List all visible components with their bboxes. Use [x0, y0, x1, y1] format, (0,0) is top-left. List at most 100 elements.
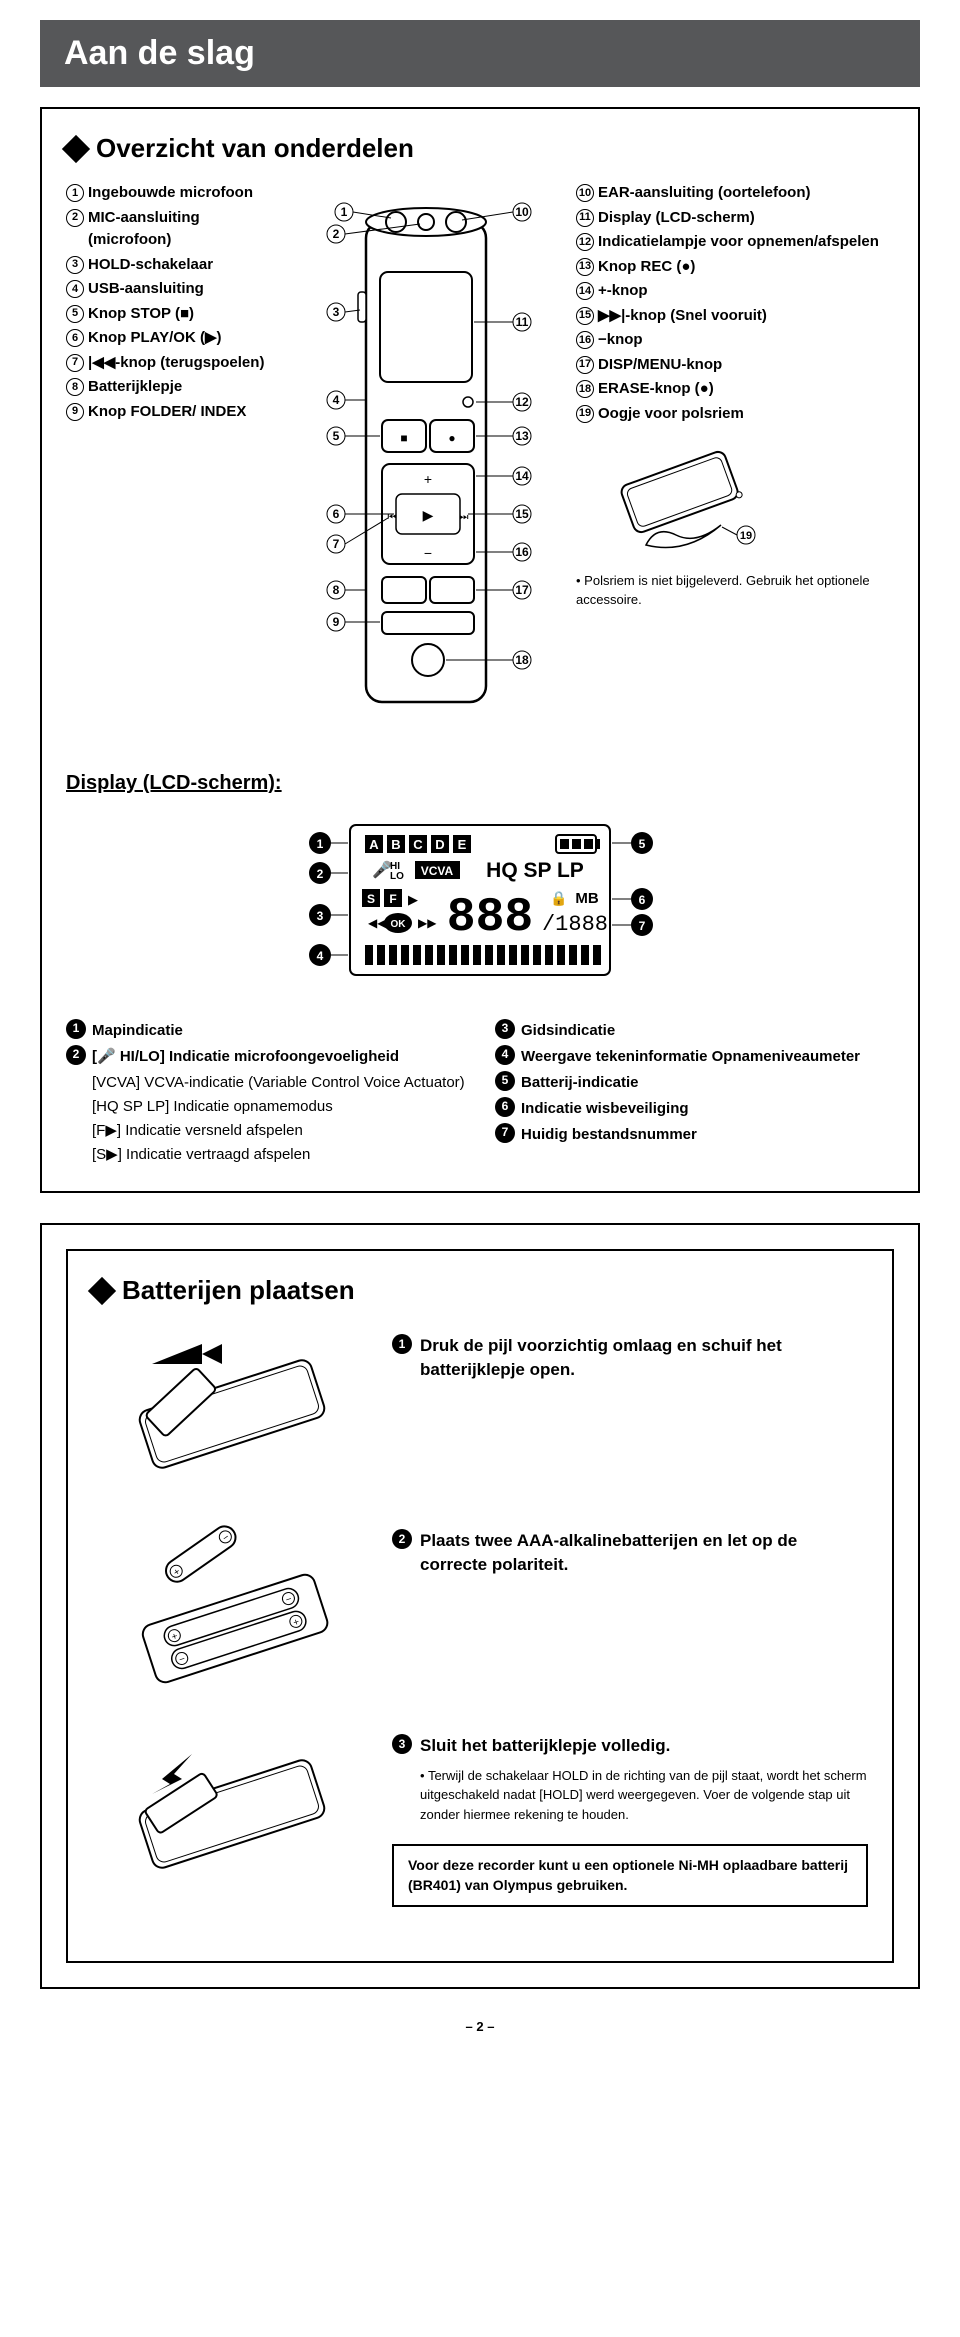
svg-text:7: 7 — [639, 919, 646, 933]
svg-text:MB: MB — [575, 890, 598, 907]
cnum: 17 — [576, 356, 594, 374]
svg-text:HQ SP LP: HQ SP LP — [486, 859, 584, 882]
cnum-black: 3 — [495, 1019, 515, 1039]
part-label: Knop PLAY/OK (▶) — [88, 327, 221, 350]
svg-text:1: 1 — [341, 205, 348, 219]
svg-text:▶▶: ▶▶ — [418, 916, 437, 930]
svg-text:🔒: 🔒 — [550, 890, 567, 907]
battery-title-text: Batterijen plaatsen — [122, 1275, 355, 1306]
svg-text:9: 9 — [333, 615, 340, 629]
svg-text:5: 5 — [639, 837, 646, 851]
battery-step-3: 3 Sluit het batterijklepje volledig. Ter… — [92, 1724, 868, 1907]
part-label: EAR-aansluiting (oortelefoon) — [598, 182, 811, 205]
part-label: Batterijklepje — [88, 376, 182, 399]
cnum: 10 — [576, 184, 594, 202]
battery-title: Batterijen plaatsen — [92, 1275, 868, 1306]
svg-text:OK: OK — [391, 919, 407, 930]
strap-note: Polsriem is niet bijgeleverd. Gebruik he… — [576, 571, 894, 610]
svg-text:/1888: /1888 — [542, 912, 608, 937]
part-label: Ingebouwde microfoon — [88, 182, 253, 205]
cnum: 12 — [576, 233, 594, 251]
cnum: 2 — [66, 209, 84, 227]
part-label: Display (LCD-scherm) — [598, 207, 755, 230]
cnum-black: 1 — [66, 1019, 86, 1039]
svg-text:B: B — [391, 837, 400, 852]
svg-text:11: 11 — [516, 315, 529, 329]
legend-sub: [F▶] Indicatie versneld afspelen — [92, 1119, 465, 1143]
cnum-black: 2 — [392, 1529, 412, 1549]
svg-text:4: 4 — [317, 949, 324, 963]
svg-text:C: C — [413, 837, 423, 852]
page-header: Aan de slag — [40, 20, 920, 87]
svg-text:10: 10 — [515, 205, 529, 219]
cnum: 4 — [66, 280, 84, 298]
page-root: Aan de slag Overzicht van onderdelen 1In… — [0, 0, 960, 2054]
svg-text:16: 16 — [515, 545, 529, 559]
part-label: Knop STOP (■) — [88, 303, 194, 326]
svg-text:D: D — [435, 837, 444, 852]
svg-text:17: 17 — [515, 583, 529, 597]
svg-text:6: 6 — [639, 893, 646, 907]
part-label: |◀◀-knop (terugspoelen) — [88, 352, 264, 375]
part-label: DISP/MENU-knop — [598, 354, 722, 377]
parts-grid: 1Ingebouwde microfoon 2MIC-aansluiting (… — [66, 182, 894, 742]
battery-inner-box: Batterijen plaatsen 1 — [66, 1249, 894, 1963]
part-label: MIC-aansluiting (microfoon) — [88, 207, 276, 252]
svg-text:4: 4 — [333, 393, 340, 407]
svg-text:S: S — [367, 892, 375, 906]
svg-text:12: 12 — [515, 395, 529, 409]
svg-text:14: 14 — [515, 469, 529, 483]
svg-text:▶: ▶ — [423, 507, 434, 523]
svg-text:🎤: 🎤 — [372, 860, 392, 879]
lcd-legend: 1Mapindicatie 2[🎤 HI/LO] Indicatie micro… — [66, 1019, 894, 1167]
part-label: Indicatielampje voor opnemen/afspelen — [598, 231, 879, 254]
cnum: 9 — [66, 403, 84, 421]
svg-text:15: 15 — [515, 507, 529, 521]
svg-text:8: 8 — [333, 583, 340, 597]
svg-text:VCVA: VCVA — [421, 864, 454, 878]
cnum-black: 5 — [495, 1071, 515, 1091]
overview-title-text: Overzicht van onderdelen — [96, 133, 414, 164]
part-label: Knop REC (●) — [598, 256, 695, 279]
svg-text:6: 6 — [333, 507, 340, 521]
cnum: 3 — [66, 256, 84, 274]
svg-text:2: 2 — [317, 867, 324, 881]
cnum: 13 — [576, 258, 594, 276]
svg-text:1: 1 — [317, 837, 324, 851]
svg-text:888: 888 — [447, 891, 533, 945]
svg-text:F: F — [389, 892, 396, 906]
legend-label: Indicatie wisbeveiliging — [521, 1097, 689, 1121]
cnum: 1 — [66, 184, 84, 202]
part-label: HOLD-schakelaar — [88, 254, 213, 277]
legend-sub: [VCVA] VCVA-indicatie (Variable Control … — [92, 1071, 465, 1095]
legend-sub: [HQ SP LP] Indicatie opnamemodus — [92, 1095, 465, 1119]
battery-step-1: 1 Druk de pijl voorzichtig omlaag en sch… — [92, 1324, 868, 1489]
svg-text:+: + — [424, 471, 432, 487]
svg-text:LO: LO — [390, 871, 404, 882]
cnum-black: 6 — [495, 1097, 515, 1117]
battery-step-2: + − − + + − 2 — [92, 1519, 868, 1694]
part-label: Oogje voor polsriem — [598, 403, 744, 426]
cnum: 6 — [66, 329, 84, 347]
svg-text:18: 18 — [515, 653, 529, 667]
overview-box: Overzicht van onderdelen 1Ingebouwde mic… — [40, 107, 920, 1193]
legend-label: [🎤 HI/LO] Indicatie microfoongevoelighei… — [92, 1045, 399, 1069]
svg-text:E: E — [458, 837, 467, 852]
legend-label: Batterij-indicatie — [521, 1071, 639, 1095]
cnum: 11 — [576, 209, 594, 227]
battery-step-text: Druk de pijl voorzichtig omlaag en schui… — [420, 1334, 868, 1382]
part-label: ERASE-knop (●) — [598, 378, 714, 401]
cnum: 5 — [66, 305, 84, 323]
battery-outer-box: Batterijen plaatsen 1 — [40, 1223, 920, 1989]
svg-text:■: ■ — [400, 431, 407, 445]
overview-title: Overzicht van onderdelen — [66, 133, 894, 164]
battery-step-text: Sluit het batterijklepje volledig. — [420, 1734, 868, 1758]
device-svg: ■ ● + − ▶ ⏮ ⏭ 1 — [296, 182, 556, 742]
svg-text:7: 7 — [333, 537, 340, 551]
cnum: 7 — [66, 354, 84, 372]
legend-label: Huidig bestandsnummer — [521, 1123, 697, 1147]
cnum: 14 — [576, 282, 594, 300]
svg-text:5: 5 — [333, 429, 340, 443]
device-diagram: ■ ● + − ▶ ⏮ ⏭ 1 — [286, 182, 566, 742]
cnum: 8 — [66, 378, 84, 396]
